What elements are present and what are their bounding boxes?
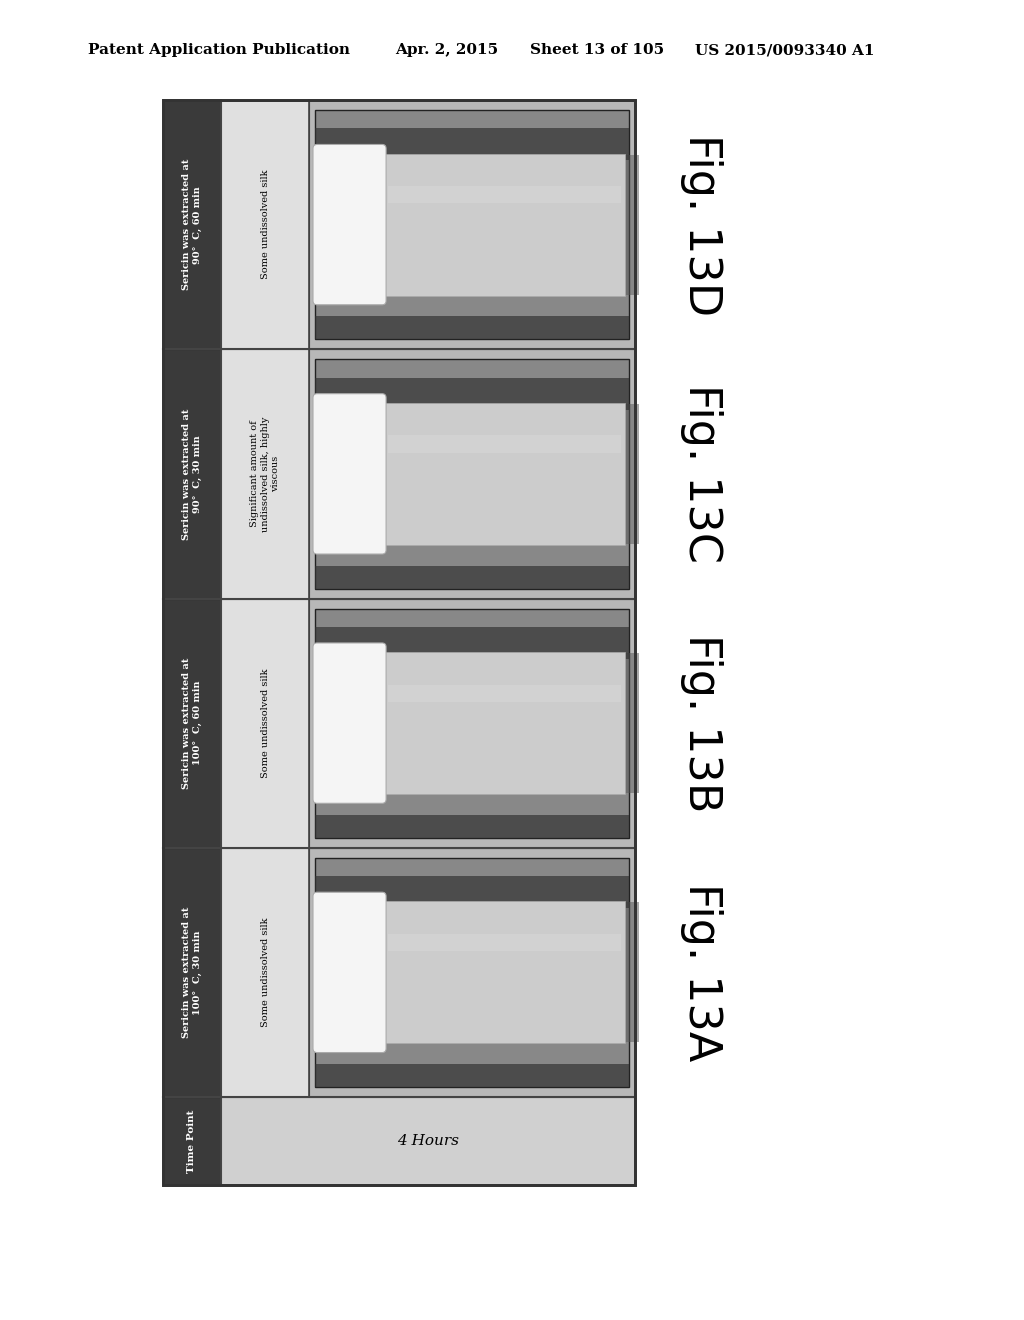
Bar <box>596 903 639 1043</box>
Text: Sericin was extracted at
100°  C, 30 min: Sericin was extracted at 100° C, 30 min <box>182 907 202 1038</box>
Bar <box>315 359 629 589</box>
Bar <box>557 653 587 793</box>
Bar <box>596 404 639 544</box>
Bar <box>388 685 621 702</box>
Bar <box>384 153 625 296</box>
Bar <box>309 847 635 1097</box>
Bar <box>505 404 548 544</box>
Bar <box>596 154 639 294</box>
Bar <box>221 100 309 350</box>
Bar <box>163 100 221 350</box>
Bar <box>384 902 625 1043</box>
Bar <box>309 100 635 350</box>
Text: Significant amount of
undissolved silk, highly
viscous: Significant amount of undissolved silk, … <box>250 416 280 532</box>
Bar <box>388 935 621 950</box>
Bar <box>221 847 309 1097</box>
Text: 4 Hours: 4 Hours <box>397 1134 459 1148</box>
Bar <box>388 186 621 203</box>
Text: Some undissolved silk: Some undissolved silk <box>260 668 269 777</box>
Text: Time Point: Time Point <box>187 1109 197 1172</box>
Bar <box>315 609 629 838</box>
Bar <box>505 653 548 793</box>
Text: Some undissolved silk: Some undissolved silk <box>260 917 269 1027</box>
FancyBboxPatch shape <box>313 643 386 804</box>
Text: Sericin was extracted at
100°  C, 60 min: Sericin was extracted at 100° C, 60 min <box>182 657 202 789</box>
Text: Fig. 13D: Fig. 13D <box>680 133 723 315</box>
Text: Patent Application Publication: Patent Application Publication <box>88 44 350 57</box>
Bar <box>163 350 221 598</box>
Bar <box>315 128 629 161</box>
Bar <box>221 598 309 847</box>
Bar <box>505 154 548 294</box>
FancyBboxPatch shape <box>313 393 386 554</box>
FancyBboxPatch shape <box>313 144 386 305</box>
Text: Apr. 2, 2015: Apr. 2, 2015 <box>395 44 498 57</box>
Bar <box>163 100 635 1185</box>
Bar <box>384 652 625 795</box>
Bar <box>315 627 629 659</box>
Bar <box>403 903 446 1043</box>
Text: Some undissolved silk: Some undissolved silk <box>260 170 269 280</box>
Bar <box>315 110 629 339</box>
Bar <box>388 436 621 453</box>
Bar <box>557 404 587 544</box>
Bar <box>557 903 587 1043</box>
Bar <box>315 814 629 838</box>
Bar <box>444 404 473 544</box>
Bar <box>163 1097 221 1185</box>
Text: Fig. 13B: Fig. 13B <box>680 634 723 812</box>
FancyBboxPatch shape <box>313 892 386 1052</box>
Bar <box>315 317 629 339</box>
Bar <box>444 154 473 294</box>
Bar <box>221 350 309 598</box>
Bar <box>163 598 221 847</box>
Bar <box>403 653 446 793</box>
Bar <box>221 1097 635 1185</box>
Bar <box>596 653 639 793</box>
Bar <box>315 876 629 908</box>
Bar <box>444 903 473 1043</box>
Bar <box>315 565 629 589</box>
Bar <box>444 653 473 793</box>
Text: Fig. 13A: Fig. 13A <box>680 883 723 1061</box>
Text: Fig. 13C: Fig. 13C <box>680 384 723 564</box>
Text: Sericin was extracted at
90°  C, 60 min: Sericin was extracted at 90° C, 60 min <box>182 158 202 290</box>
Bar <box>315 858 629 1086</box>
Bar <box>163 847 221 1097</box>
Text: Sericin was extracted at
90°  C, 30 min: Sericin was extracted at 90° C, 30 min <box>182 408 202 540</box>
Bar <box>163 100 635 1185</box>
Bar <box>557 154 587 294</box>
Bar <box>309 350 635 598</box>
Bar <box>315 1064 629 1086</box>
Bar <box>505 903 548 1043</box>
Text: Sheet 13 of 105: Sheet 13 of 105 <box>530 44 665 57</box>
Bar <box>403 154 446 294</box>
Bar <box>309 598 635 847</box>
Bar <box>315 378 629 409</box>
Bar <box>403 404 446 544</box>
Bar <box>384 403 625 545</box>
Text: US 2015/0093340 A1: US 2015/0093340 A1 <box>695 44 874 57</box>
